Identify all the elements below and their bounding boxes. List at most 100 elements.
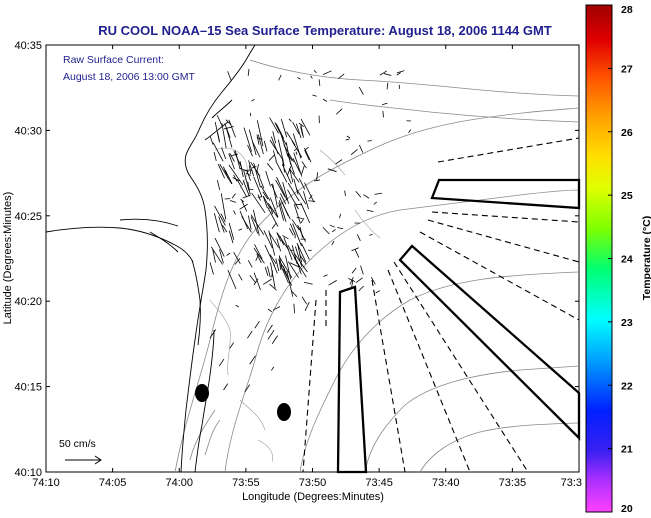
current-vector: [358, 86, 364, 95]
x-tick-label: 73:35: [499, 477, 527, 489]
current-vector: [304, 146, 309, 151]
current-vector: [235, 304, 240, 308]
current-vector: [304, 147, 312, 163]
current-vector: [214, 122, 220, 143]
current-vector: [228, 119, 236, 138]
current-vector: [253, 272, 261, 291]
current-vector: [270, 262, 276, 289]
current-vector: [351, 280, 354, 288]
scale-label: 50 cm/s: [59, 438, 96, 450]
x-tick-label: 73:55: [232, 477, 260, 489]
current-vector: [228, 153, 235, 170]
current-vector: [278, 260, 286, 270]
current-vector: [381, 102, 388, 106]
current-vector: [408, 129, 412, 134]
current-vector: [250, 216, 259, 234]
current-vector: [300, 126, 304, 136]
current-vector: [224, 169, 233, 185]
current-vector: [251, 166, 257, 169]
current-vector: [281, 163, 292, 185]
current-vector: [248, 129, 257, 156]
current-vector: [260, 185, 271, 201]
current-vector: [251, 192, 266, 214]
current-annotation-line1: Raw Surface Current:: [63, 54, 164, 66]
current-vector: [238, 228, 243, 231]
current-vector: [289, 228, 294, 236]
current-vector: [272, 306, 281, 311]
current-vector: [216, 115, 223, 127]
current-vector: [278, 200, 287, 222]
current-vector: [258, 176, 265, 189]
current-vector: [300, 202, 311, 224]
surface-current-vectors: [209, 68, 412, 393]
current-vector: [292, 223, 302, 247]
current-vector: [278, 202, 285, 221]
current-vector: [226, 252, 231, 256]
current-vector: [264, 267, 269, 276]
current-vector: [295, 123, 302, 139]
current-vector: [227, 71, 232, 81]
current-vector: [269, 254, 277, 265]
current-vector: [293, 152, 303, 177]
current-vector: [369, 234, 373, 236]
current-vector: [289, 168, 300, 183]
current-vector: [287, 261, 299, 278]
current-vector: [217, 163, 225, 179]
current-vector: [287, 182, 300, 202]
current-vector: [316, 172, 319, 181]
current-vector: [275, 179, 286, 198]
current-vector: [223, 126, 234, 130]
current-vector: [241, 216, 252, 233]
current-vector: [276, 176, 288, 201]
current-vector: [209, 135, 214, 145]
current-vector: [214, 237, 225, 257]
current-vector: [301, 296, 307, 305]
current-vector: [363, 194, 370, 199]
current-vector: [243, 170, 250, 191]
current-vector: [233, 210, 236, 215]
colorbar-tick-label: 21: [621, 444, 633, 456]
current-vector: [263, 140, 268, 152]
current-vector: [312, 94, 317, 97]
current-vector: [248, 165, 252, 175]
colorbar-tick-label: 28: [621, 4, 633, 16]
current-vector: [229, 152, 235, 162]
current-vector: [256, 170, 259, 176]
x-tick-label: 74:05: [99, 477, 127, 489]
y-tick-label: 40:20: [14, 296, 42, 308]
current-vector: [221, 123, 227, 149]
current-vector: [227, 269, 237, 290]
current-vector: [308, 194, 313, 200]
current-vector: [379, 70, 387, 76]
current-vector: [271, 223, 277, 229]
current-vector: [331, 240, 335, 246]
current-vector: [287, 153, 295, 175]
current-vector: [264, 244, 276, 267]
current-vector: [344, 190, 346, 196]
current-vector: [256, 120, 264, 147]
current-vector: [233, 174, 238, 182]
current-vector: [256, 163, 260, 172]
current-vector: [267, 308, 273, 313]
current-vector: [318, 79, 321, 86]
current-vector: [243, 127, 252, 152]
current-vector: [253, 278, 259, 286]
current-vector: [249, 274, 256, 283]
current-vector: [335, 159, 343, 165]
y-axis-ticks: 40:35 40:30 40:25 40:20 40:15 40:10: [14, 40, 579, 479]
current-vector: [272, 183, 278, 208]
current-vector: [231, 193, 236, 199]
current-vector: [275, 123, 284, 139]
current-vector: [269, 283, 277, 291]
current-vector: [293, 303, 295, 314]
current-vector: [241, 199, 248, 212]
current-vector: [299, 226, 303, 238]
current-vector: [269, 139, 284, 161]
current-vector: [251, 98, 255, 102]
current-vector: [338, 73, 345, 79]
current-vector: [220, 193, 227, 220]
current-vector: [271, 335, 278, 344]
current-vector: [268, 230, 276, 256]
current-vector: [386, 82, 389, 90]
